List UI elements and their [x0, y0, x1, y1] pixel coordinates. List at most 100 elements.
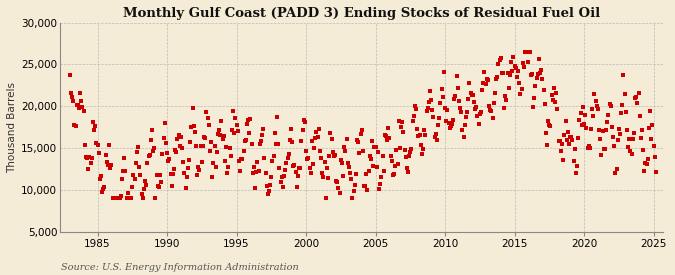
Point [140, 178, 151, 183]
Point [399, 148, 410, 152]
Point [567, 138, 578, 142]
Point [211, 165, 221, 170]
Point [213, 131, 223, 136]
Point [289, 163, 300, 167]
Point [514, 81, 524, 85]
Point [601, 128, 612, 133]
Point [452, 74, 462, 78]
Point [339, 145, 350, 149]
Point [477, 88, 487, 92]
Point [208, 161, 219, 165]
Point [570, 171, 581, 175]
Point [536, 68, 547, 72]
Point [443, 120, 454, 125]
Point [504, 73, 515, 77]
Point [231, 123, 242, 127]
Point [126, 196, 136, 200]
Point [493, 62, 504, 66]
Point [472, 114, 483, 119]
Point [634, 114, 645, 118]
Point [277, 185, 288, 189]
Point [504, 86, 514, 90]
Point [462, 109, 472, 114]
Point [500, 94, 511, 99]
Point [306, 138, 317, 143]
Point [180, 186, 191, 190]
Point [531, 76, 542, 81]
Point [369, 145, 380, 149]
Point [597, 129, 608, 134]
Point [646, 137, 657, 141]
Point [565, 135, 576, 139]
Point [463, 97, 474, 101]
Point [471, 105, 482, 109]
Point [360, 184, 371, 188]
Point [423, 100, 434, 104]
Point [155, 173, 165, 177]
Point [617, 103, 628, 108]
Point [619, 91, 630, 96]
Point [280, 168, 291, 172]
Point [487, 116, 498, 120]
Point [141, 183, 152, 187]
Point [568, 159, 579, 163]
Point [304, 166, 315, 170]
Point [541, 143, 552, 147]
Point [446, 124, 456, 128]
Point [538, 88, 549, 92]
Point [113, 196, 124, 200]
Point [616, 111, 626, 116]
Point [495, 56, 506, 60]
Point [338, 174, 348, 178]
Point [637, 128, 647, 132]
Point [106, 163, 117, 167]
Point [69, 123, 80, 127]
Point [80, 155, 91, 159]
Point [404, 154, 414, 158]
Point [638, 148, 649, 152]
Point [130, 161, 141, 166]
Point [626, 152, 637, 156]
Point [585, 145, 595, 150]
Point [300, 149, 311, 153]
Point [105, 166, 115, 170]
Point [605, 104, 616, 108]
Point [539, 101, 550, 106]
Point [367, 139, 377, 144]
Point [517, 61, 528, 65]
Point [609, 144, 620, 148]
Point [340, 149, 351, 153]
Point [435, 101, 446, 106]
Point [412, 126, 423, 131]
Point [263, 192, 273, 196]
Point [295, 165, 306, 170]
Point [481, 77, 492, 81]
Point [639, 169, 650, 173]
Point [643, 157, 653, 161]
Point [75, 90, 86, 95]
Point [552, 107, 563, 111]
Point [145, 138, 156, 142]
Point [72, 103, 83, 107]
Point [313, 127, 324, 131]
Point [64, 73, 75, 78]
Point [84, 155, 95, 159]
Point [455, 105, 466, 110]
Point [447, 122, 458, 126]
Point [315, 149, 325, 153]
Point [345, 171, 356, 175]
Point [182, 174, 192, 179]
Point [582, 146, 593, 150]
Point [265, 183, 275, 187]
Point [526, 72, 537, 76]
Point [591, 104, 602, 109]
Point [190, 144, 201, 148]
Point [137, 196, 148, 200]
Point [90, 123, 101, 128]
Point [138, 186, 149, 191]
Point [627, 136, 638, 141]
Point [647, 123, 658, 127]
Point [128, 173, 139, 178]
Point [77, 104, 88, 109]
Point [284, 138, 295, 142]
